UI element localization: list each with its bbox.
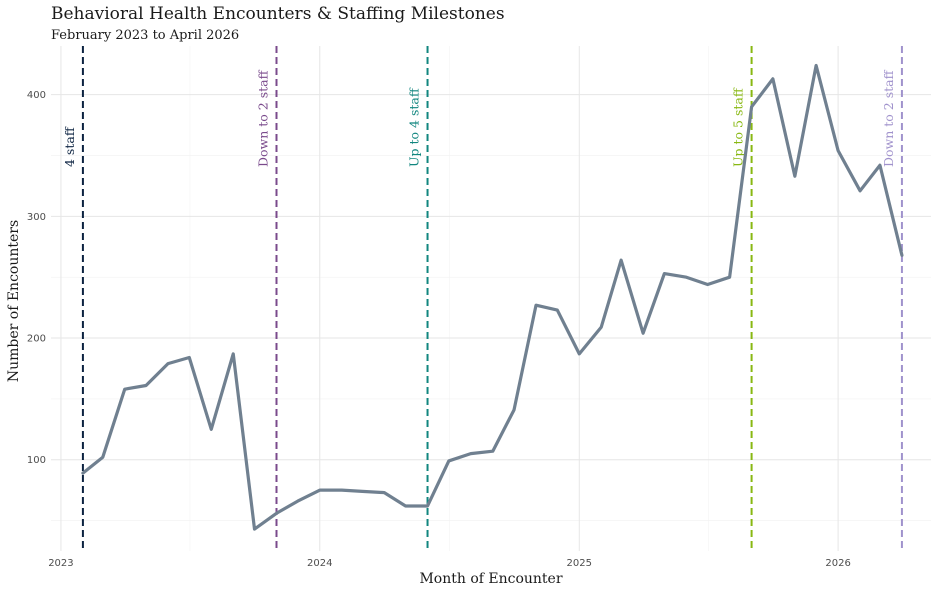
- y-tick-label: 100: [27, 455, 46, 466]
- x-tick-label: 2024: [307, 558, 332, 569]
- encounters-line: [81, 63, 904, 531]
- series-lines: [81, 63, 904, 531]
- x-tick-label: 2025: [567, 558, 592, 569]
- x-axis-title: Month of Encounter: [419, 571, 562, 587]
- chart-title: Behavioral Health Encounters & Staffing …: [51, 4, 505, 24]
- milestone-label: Up to 4 staff: [407, 87, 422, 167]
- x-tick-label: 2023: [48, 558, 73, 569]
- y-axis-ticks: 100 200 300 400: [27, 90, 46, 466]
- milestone-label: Down to 2 staff: [881, 69, 896, 167]
- x-axis-ticks: 2023 2024 2025 2026: [48, 558, 851, 569]
- milestone-label: Up to 5 staff: [731, 87, 746, 167]
- x-tick-label: 2026: [825, 558, 850, 569]
- y-tick-label: 400: [27, 90, 46, 101]
- gridlines: [51, 46, 931, 551]
- y-axis-title: Number of Encounters: [6, 220, 22, 382]
- milestone-lines: 4 staff Down to 2 staff Up to 4 staff Up to…: [62, 46, 903, 551]
- chart-subtitle: February 2023 to April 2026: [51, 28, 240, 43]
- y-tick-label: 200: [27, 334, 46, 345]
- milestone-label: 4 staff: [62, 126, 77, 167]
- milestone-label: Down to 2 staff: [255, 69, 270, 167]
- y-tick-label: 300: [27, 212, 46, 223]
